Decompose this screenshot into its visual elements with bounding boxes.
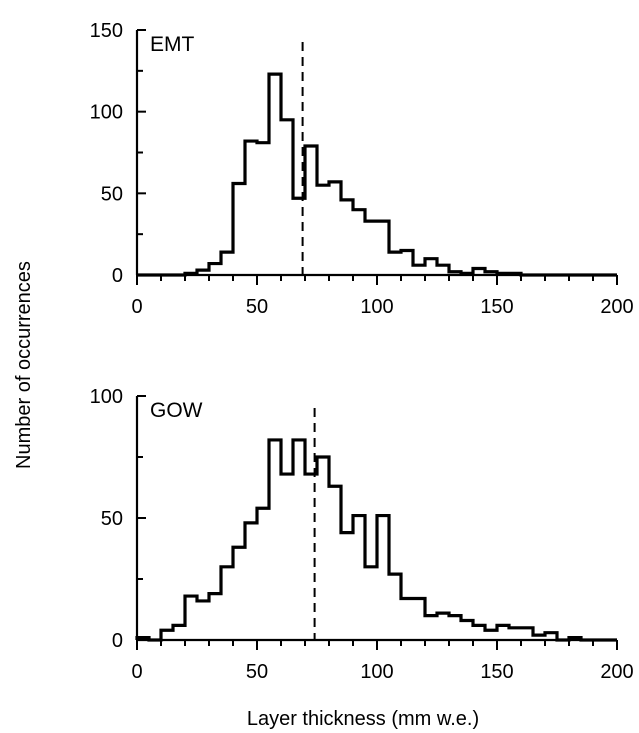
histogram-bin — [377, 516, 389, 640]
histogram-bin — [185, 596, 197, 640]
histogram-bin — [389, 574, 401, 640]
histogram-bin — [485, 272, 497, 275]
histogram-bin — [269, 74, 281, 275]
histogram-bin — [137, 638, 149, 640]
histogram-bin — [329, 486, 341, 640]
y-axis-title: Number of occurrences — [13, 261, 35, 469]
histogram-bin — [509, 628, 521, 640]
histogram-bin — [353, 516, 365, 640]
x-tick-label: 150 — [480, 661, 513, 683]
histogram-bin — [245, 523, 257, 640]
histogram-bin — [329, 182, 341, 275]
histogram-bin — [209, 264, 221, 275]
histogram-bin — [197, 270, 209, 275]
histogram-bin — [221, 252, 233, 275]
histogram-bin — [449, 616, 461, 640]
y-tick-label: 0 — [112, 265, 123, 287]
histogram-bin — [401, 251, 413, 276]
y-tick-label: 50 — [101, 508, 123, 530]
histogram-bin — [365, 221, 377, 275]
histogram-bin — [317, 457, 329, 640]
histogram-bin — [413, 599, 425, 640]
x-tick-label: 100 — [360, 296, 393, 318]
histogram-bin — [221, 567, 233, 640]
histogram-bin — [281, 474, 293, 640]
histogram-bin — [173, 625, 185, 640]
histogram-bin — [473, 625, 485, 640]
histogram-bin — [233, 184, 245, 275]
histogram-bin — [317, 185, 329, 275]
histogram-bin — [509, 273, 521, 275]
panel-label: GOW — [150, 399, 203, 422]
histogram-bin — [497, 625, 509, 640]
histogram-bin — [305, 146, 317, 275]
y-tick-label: 100 — [90, 386, 123, 408]
histogram-bin — [341, 200, 353, 275]
histogram-bin — [461, 620, 473, 640]
x-tick-label: 200 — [600, 296, 633, 318]
panel-label: EMT — [150, 33, 195, 56]
histogram-bin — [377, 221, 389, 275]
histogram-bin — [425, 259, 437, 275]
x-axis-title: Layer thickness (mm w.e.) — [247, 708, 479, 730]
histogram-outline — [137, 72, 617, 277]
histogram-bin — [533, 635, 545, 640]
x-tick-label: 0 — [131, 296, 142, 318]
y-tick-label: 50 — [101, 183, 123, 205]
histogram-bin — [281, 120, 293, 275]
histogram-bin — [473, 268, 485, 275]
histogram-bin — [293, 440, 305, 640]
x-tick-label: 50 — [246, 661, 268, 683]
y-tick-label: 0 — [112, 630, 123, 652]
histogram-bin — [521, 628, 533, 640]
histogram-bin — [497, 273, 509, 275]
panel-gow: 0 50 100 0 50 100 150 200 GOW — [90, 386, 634, 683]
histogram-bin — [365, 567, 377, 640]
x-tick-label: 200 — [600, 661, 633, 683]
y-tick-label: 150 — [90, 20, 123, 42]
histogram-bin — [341, 533, 353, 640]
histogram-bin — [389, 252, 401, 275]
histogram-bin — [197, 601, 209, 640]
histogram-bin — [425, 616, 437, 640]
histogram-bin — [545, 633, 557, 640]
x-tick-label: 50 — [246, 296, 268, 318]
x-tick-label: 100 — [360, 661, 393, 683]
histogram-bin — [161, 630, 173, 640]
histogram-bin — [401, 599, 413, 640]
histogram-bin — [437, 613, 449, 640]
histogram-outline — [135, 438, 617, 642]
histogram-bin — [257, 508, 269, 640]
x-tick-label: 150 — [480, 296, 513, 318]
histogram-bin — [437, 265, 449, 275]
y-tick-label: 100 — [90, 102, 123, 124]
histogram-bin — [449, 272, 461, 275]
panel-emt: 0 50 100 150 0 50 100 150 200 EMT — [90, 20, 634, 318]
histogram-bin — [185, 273, 197, 275]
histogram-bin — [569, 638, 581, 640]
histogram-bin — [413, 265, 425, 275]
histogram-bin — [257, 143, 269, 275]
histogram-bin — [233, 547, 245, 640]
histogram-bin — [353, 210, 365, 275]
histogram-bin — [485, 630, 497, 640]
histogram-bin — [461, 273, 473, 275]
histogram-bin — [209, 594, 221, 640]
x-tick-label: 0 — [131, 661, 142, 683]
histogram-bin — [269, 440, 281, 640]
histogram-bin — [245, 141, 257, 275]
